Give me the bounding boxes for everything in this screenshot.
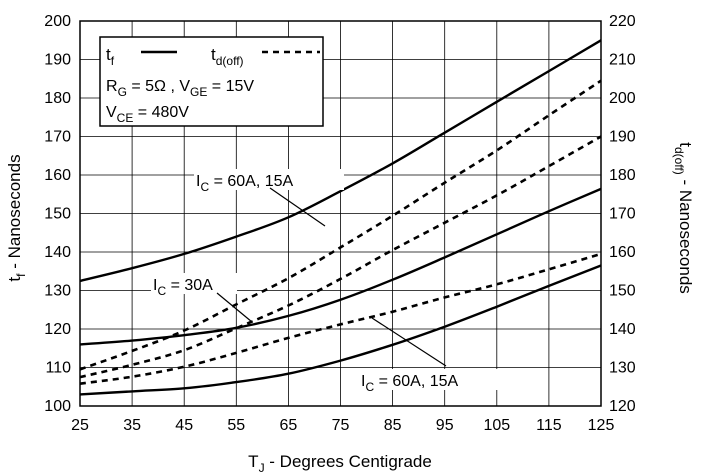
y-left-tick-label: 160 bbox=[44, 167, 71, 184]
y-left-tick-label: 190 bbox=[44, 52, 71, 69]
y-right-tick-label: 190 bbox=[609, 129, 636, 146]
y-right-tick-label: 150 bbox=[609, 283, 636, 300]
x-tick-label: 115 bbox=[536, 417, 562, 434]
y-left-tick-label: 110 bbox=[45, 360, 71, 377]
tf-series-1 bbox=[79, 39, 602, 283]
annotation-background bbox=[359, 369, 509, 390]
td-off-series-1 bbox=[79, 79, 602, 371]
x-axis-label: TJ - Degrees Centigrade bbox=[248, 452, 432, 473]
annotation-leader-line bbox=[216, 292, 253, 323]
y-left-tick-label: 180 bbox=[44, 90, 71, 107]
legend-label-tf: tf bbox=[106, 45, 115, 68]
x-tick-label: 125 bbox=[588, 417, 615, 434]
x-tick-label: 45 bbox=[175, 417, 193, 434]
td-off-series-2 bbox=[79, 135, 602, 379]
y-right-tick-label: 220 bbox=[609, 13, 636, 30]
annotation-background bbox=[151, 273, 237, 294]
x-tick-label: 55 bbox=[227, 417, 245, 434]
annotation-label: IC = 30A bbox=[153, 277, 213, 298]
y-left-axis-label: tf - Nanoseconds bbox=[5, 154, 28, 281]
y-right-tick-label: 140 bbox=[609, 321, 636, 338]
y-left-tick-label: 150 bbox=[44, 206, 71, 223]
legend-condition: RG = 5Ω , VGE = 15V bbox=[106, 78, 254, 99]
y-left-tick-label: 120 bbox=[44, 321, 71, 338]
y-right-tick-label: 180 bbox=[609, 167, 636, 184]
plot-frame bbox=[79, 20, 602, 407]
y-right-tick-label: 130 bbox=[609, 360, 636, 377]
x-tick-label: 95 bbox=[436, 417, 454, 434]
tf-series-3 bbox=[79, 264, 602, 396]
x-tick-label: 25 bbox=[71, 417, 89, 434]
y-right-tick-label: 210 bbox=[609, 52, 636, 69]
y-left-tick-label: 100 bbox=[44, 398, 71, 415]
x-tick-label: 85 bbox=[384, 417, 402, 434]
y-right-tick-label: 200 bbox=[609, 90, 636, 107]
annotation-leader-line bbox=[269, 187, 326, 227]
y-left-tick-label: 130 bbox=[44, 283, 71, 300]
x-tick-label: 35 bbox=[123, 417, 141, 434]
x-tick-label: 65 bbox=[280, 417, 298, 434]
x-tick-label: 105 bbox=[483, 417, 510, 434]
td-off-series-3 bbox=[79, 252, 602, 385]
y-left-tick-label: 170 bbox=[44, 129, 71, 146]
annotation-leader-line bbox=[371, 317, 447, 367]
legend-label-td-off: td(off) bbox=[211, 45, 244, 68]
y-right-tick-label: 170 bbox=[609, 206, 636, 223]
y-right-tick-label: 120 bbox=[609, 398, 636, 415]
annotation-label: IC = 60A, 15A bbox=[361, 373, 459, 394]
y-right-axis-label: td(off) - Nanoseconds bbox=[672, 142, 695, 294]
x-tick-label: 75 bbox=[332, 417, 350, 434]
series-group bbox=[79, 39, 602, 396]
y-right-tick-label: 160 bbox=[609, 244, 636, 261]
tf-series-2 bbox=[79, 187, 602, 346]
y-left-tick-label: 200 bbox=[44, 13, 71, 30]
annotation-label: IC = 60A, 15A bbox=[196, 173, 294, 194]
legend-condition: VCE = 480V bbox=[106, 104, 189, 125]
annotation-background bbox=[194, 169, 344, 190]
y-left-tick-label: 140 bbox=[44, 244, 71, 261]
